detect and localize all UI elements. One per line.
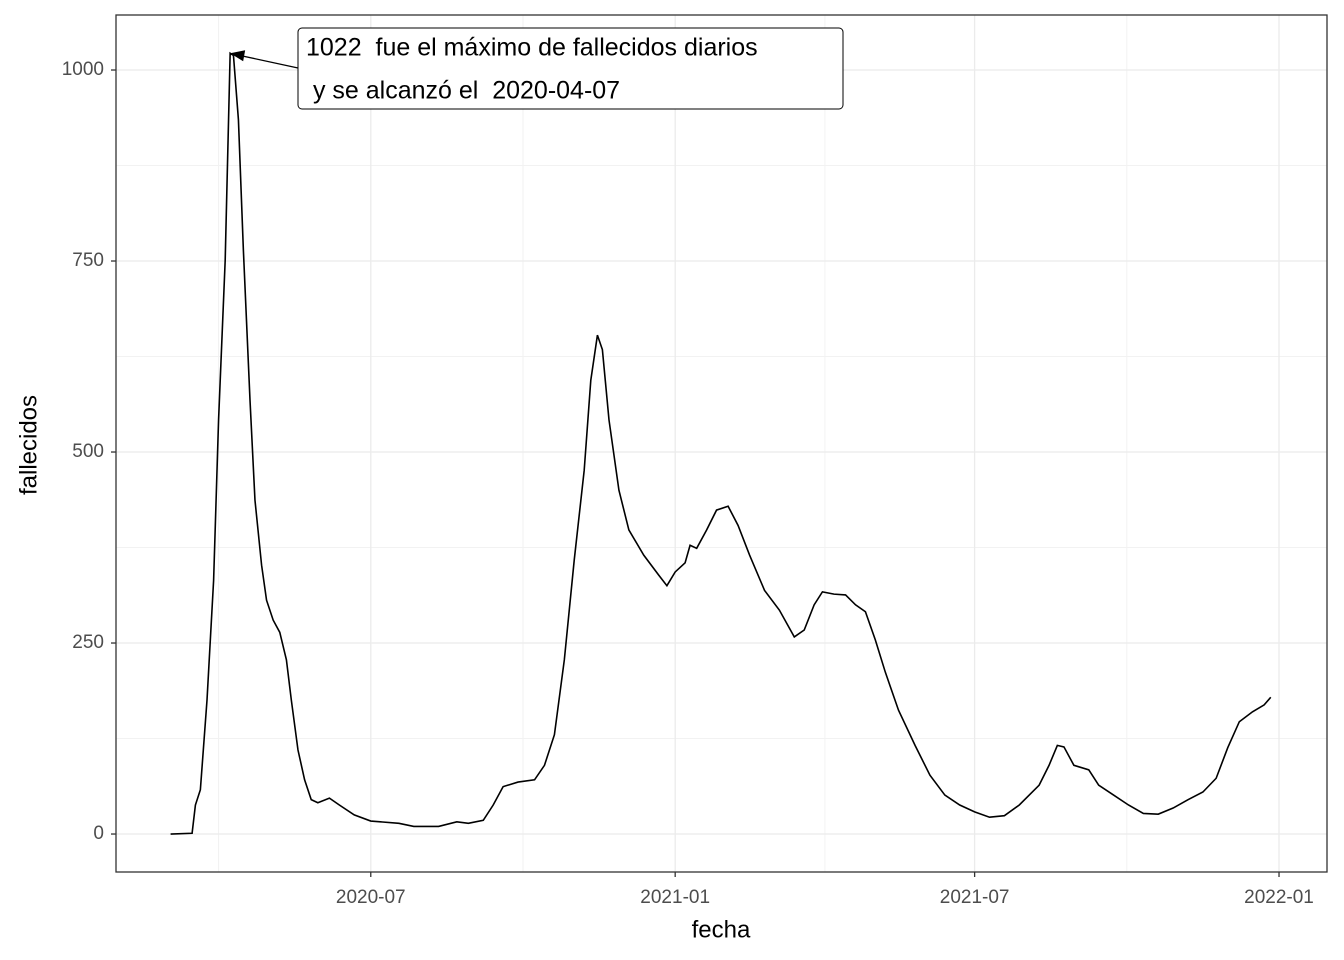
x-axis-title: fecha bbox=[692, 916, 751, 943]
y-tick-label: 500 bbox=[72, 441, 104, 462]
y-tick-label: 750 bbox=[72, 250, 104, 271]
y-axis-title: fallecidos bbox=[15, 395, 42, 495]
y-tick-label: 1000 bbox=[62, 59, 104, 80]
annotation-text: 1022 fue el máximo de fallecidos diarios bbox=[306, 34, 758, 62]
data-line bbox=[170, 51, 1272, 835]
annotation-arrow bbox=[234, 53, 299, 69]
annotation-arrowhead bbox=[230, 50, 246, 62]
x-tick-label: 2022-01 bbox=[1244, 887, 1314, 908]
panel-background bbox=[116, 15, 1327, 872]
annotation-text: y se alcanzó el 2020-04-07 bbox=[306, 77, 620, 105]
y-tick-label: 250 bbox=[72, 632, 104, 653]
x-tick-label: 2020-07 bbox=[336, 887, 406, 908]
panel-border bbox=[115, 14, 1328, 873]
x-tick-label: 2021-07 bbox=[940, 887, 1010, 908]
annotation-box bbox=[297, 27, 844, 110]
y-tick-label: 0 bbox=[93, 823, 104, 844]
x-tick-label: 2021-01 bbox=[640, 887, 710, 908]
